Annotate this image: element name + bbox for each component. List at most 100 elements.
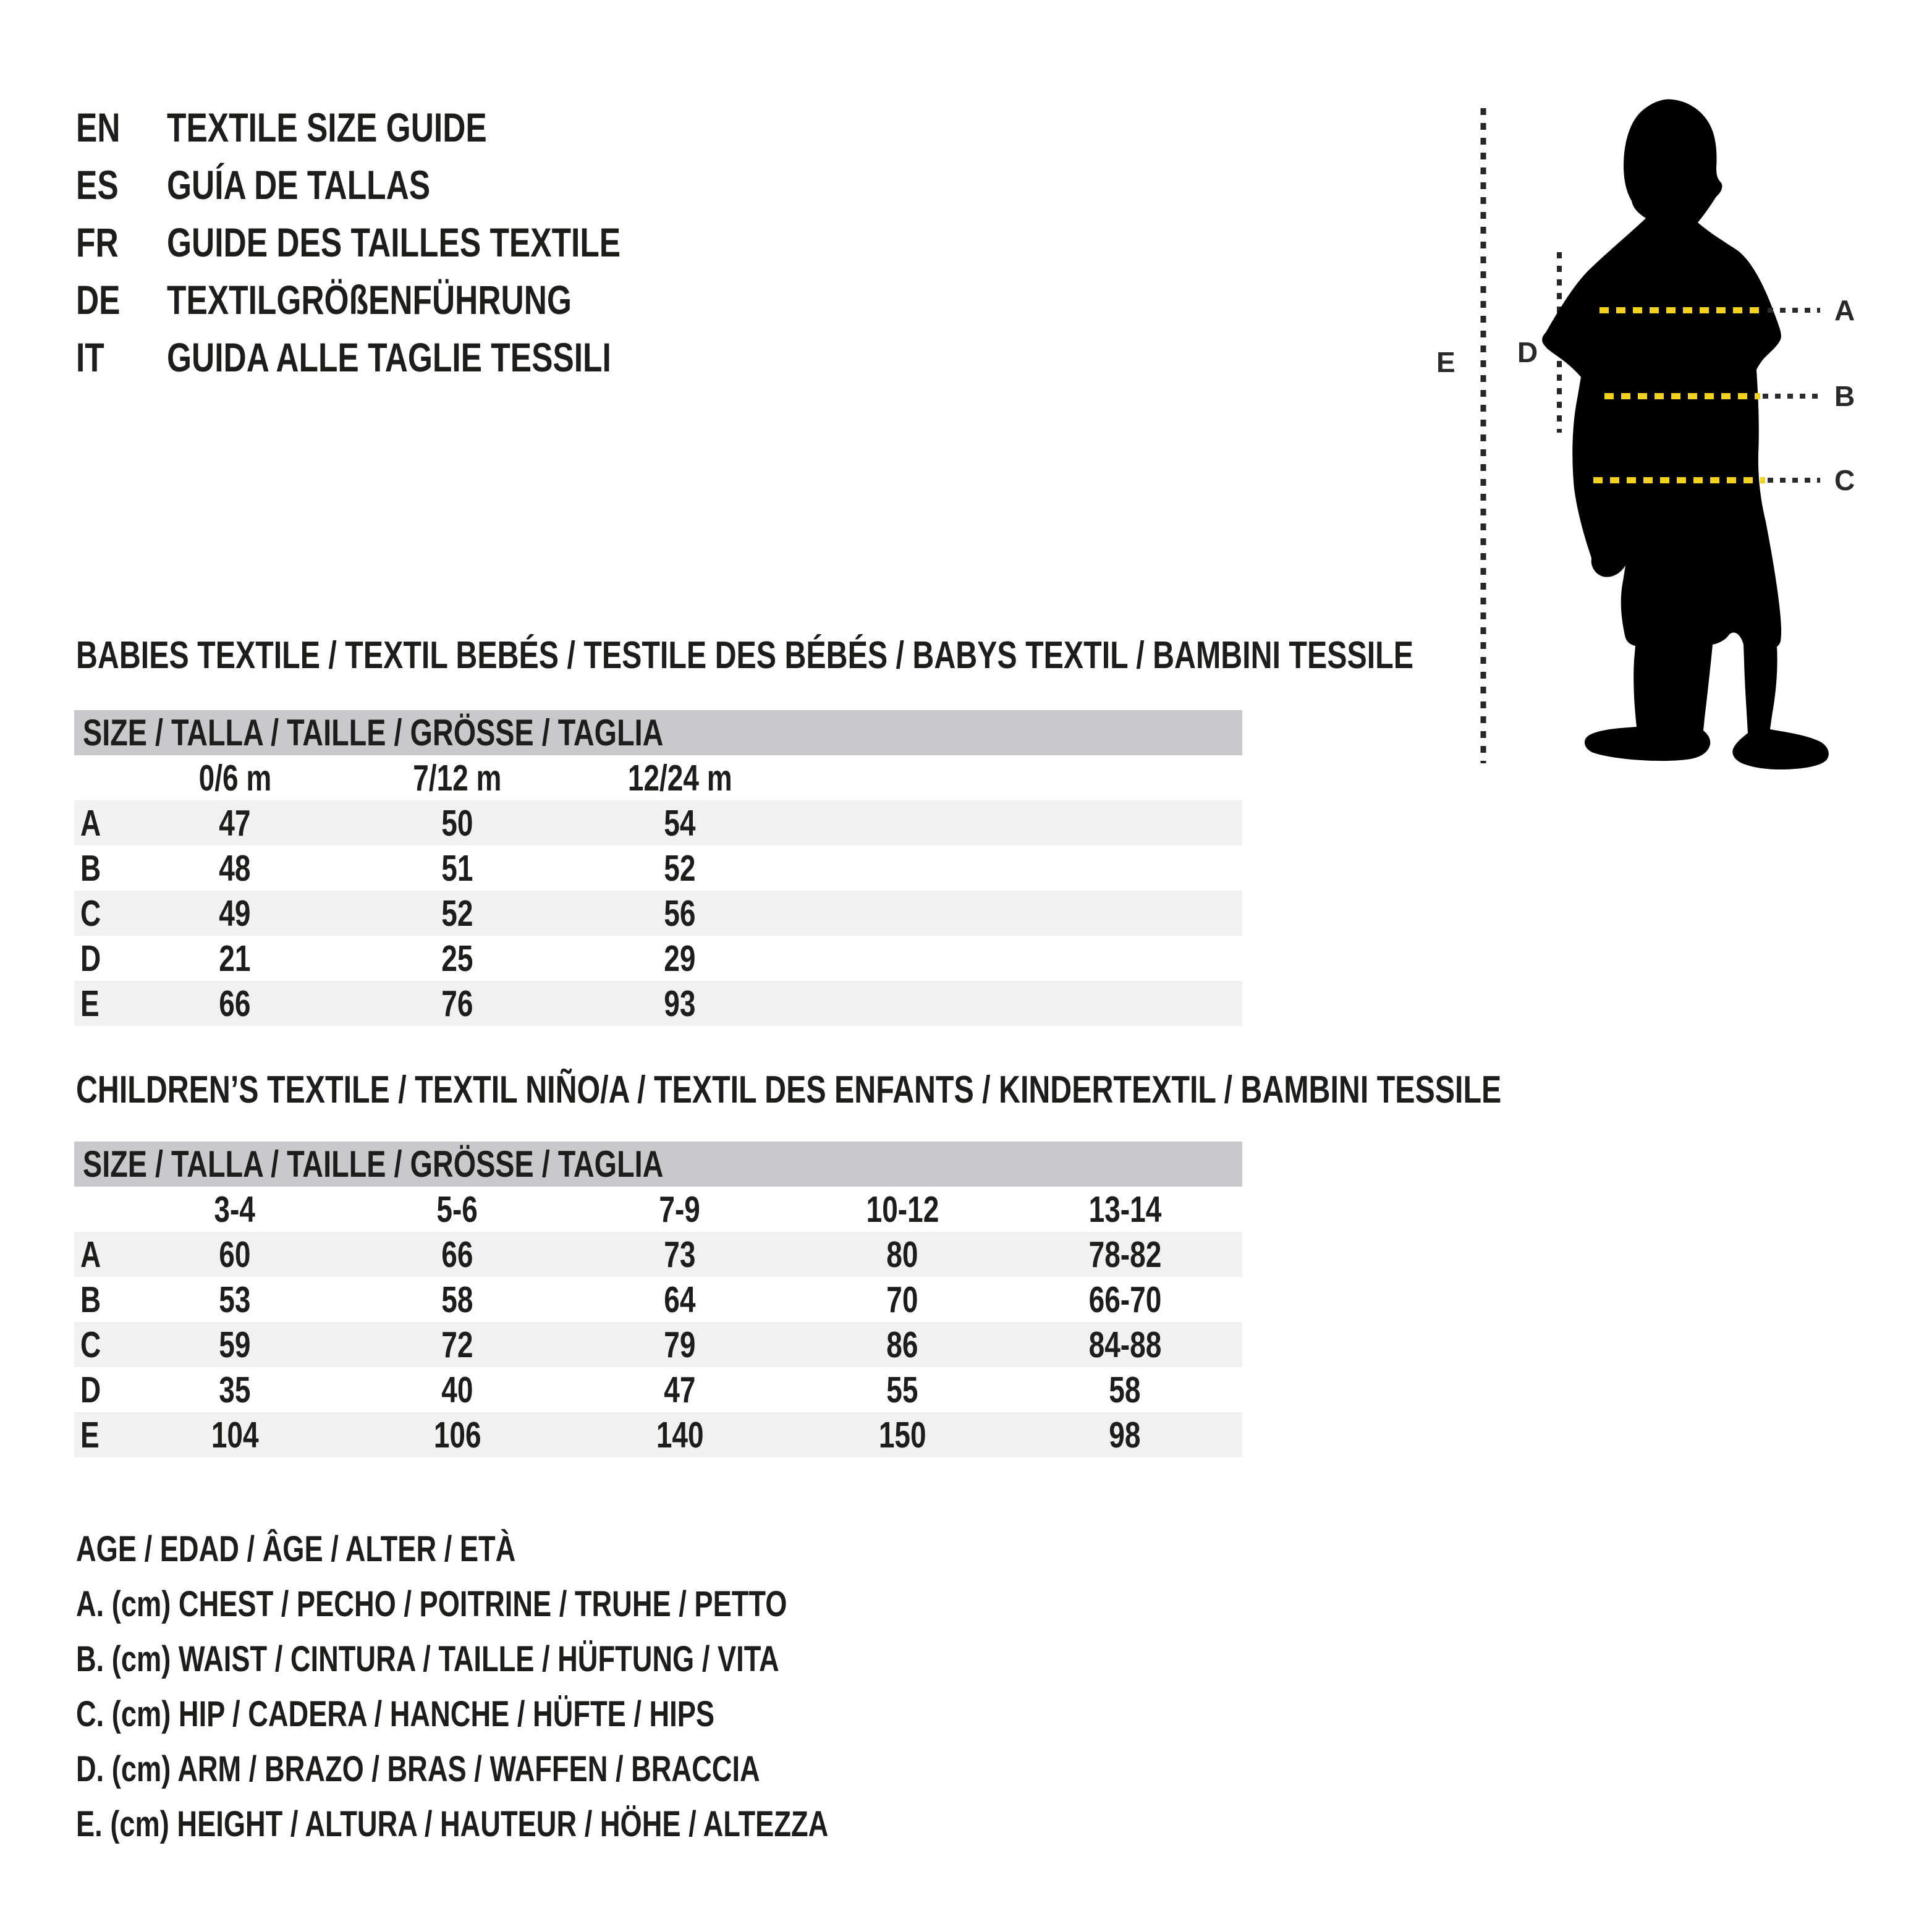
value-cell: 150: [878, 1414, 926, 1455]
lang-row-es: ES GUÍA DE TALLAS: [76, 156, 748, 214]
value-cell: 86: [886, 1324, 918, 1365]
diagram-label-d: D: [1517, 336, 1538, 368]
lang-code-es: ES: [76, 162, 119, 208]
children-size-bar: SIZE / TALLA / TAILLE / GRÖSSE / TAGLIA: [74, 1142, 1242, 1187]
row-letter: E: [80, 983, 100, 1024]
value-cell: 58: [1109, 1369, 1141, 1410]
table-row-children-a: A 60 66 73 80 78-82: [74, 1232, 1242, 1277]
value-cell: 80: [886, 1234, 918, 1275]
value-cell: 64: [664, 1279, 696, 1320]
table-row-babies-b: B 48 51 52: [74, 845, 1242, 891]
legend-chest: A. (cm) CHEST / PECHO / POITRINE / TRUHE…: [76, 1584, 787, 1624]
lang-row-de: DE TEXTILGRÖßENFÜHRUNG: [76, 271, 748, 329]
row-letter: B: [80, 1279, 101, 1320]
value-cell: 79: [664, 1324, 696, 1365]
value-cell: 29: [664, 938, 696, 979]
row-letter: C: [80, 1324, 101, 1365]
children-size-bar-text: SIZE / TALLA / TAILLE / GRÖSSE / TAGLIA: [83, 1143, 664, 1185]
diagram-label-c: C: [1834, 464, 1855, 496]
children-col-header: 5-6: [346, 1188, 569, 1231]
value-cell: 40: [441, 1369, 473, 1410]
children-col-header: 10-12: [791, 1188, 1014, 1231]
value-cell: 106: [433, 1414, 481, 1455]
lang-code-it: IT: [76, 334, 104, 380]
value-cell: 56: [664, 892, 696, 934]
row-letter: C: [80, 892, 101, 934]
value-cell: 58: [441, 1279, 473, 1320]
babies-col-7-12m: 7/12 m: [413, 757, 502, 799]
measurement-legend: AGE / EDAD / ÂGE / ALTER / ETÀ A. (cm) C…: [76, 1522, 1041, 1852]
lang-row-en: EN TEXTILE SIZE GUIDE: [76, 99, 748, 156]
babies-col-12-24m: 12/24 m: [627, 757, 732, 799]
value-cell: 52: [664, 847, 696, 889]
table-row-babies-c: C 49 52 56: [74, 891, 1242, 936]
child-silhouette: [1542, 99, 1829, 769]
legend-height: E. (cm) HEIGHT / ALTURA / HAUTEUR / HÖHE…: [76, 1804, 829, 1844]
value-cell: 50: [441, 802, 473, 844]
measurement-diagram: A B C D E: [1436, 99, 1855, 769]
value-cell: 47: [664, 1369, 696, 1410]
children-col-3-4: 3-4: [214, 1188, 256, 1230]
row-letter: E: [80, 1414, 100, 1455]
diagram-label-e: E: [1436, 346, 1455, 378]
lang-row-fr: FR GUIDE DES TAILLES TEXTILE: [76, 214, 748, 271]
value-cell: 47: [219, 802, 251, 844]
value-cell: 25: [441, 938, 473, 979]
value-cell: 84-88: [1088, 1324, 1161, 1365]
lang-code-en: EN: [76, 104, 121, 150]
table-row-children-b: B 53 58 64 70 66-70: [74, 1277, 1242, 1322]
table-row-babies-d: D 21 25 29: [74, 936, 1242, 981]
value-cell: 55: [886, 1369, 918, 1410]
babies-heading-text: BABIES TEXTILE / TEXTIL BEBÉS / TESTILE …: [76, 634, 1413, 677]
value-cell: 70: [886, 1279, 918, 1320]
children-heading-text: CHILDREN’S TEXTILE / TEXTIL NIÑO/A / TEX…: [76, 1069, 1502, 1111]
title-es: GUÍA DE TALLAS: [167, 162, 431, 208]
babies-size-bar: SIZE / TALLA / TAILLE / GRÖSSE / TAGLIA: [74, 710, 1242, 755]
value-cell: 72: [441, 1324, 473, 1365]
children-col-10-12: 10-12: [866, 1188, 939, 1230]
value-cell: 98: [1109, 1414, 1141, 1455]
value-cell: 76: [441, 983, 473, 1024]
table-row-children-d: D 35 40 47 55 58: [74, 1367, 1242, 1412]
babies-section-heading: BABIES TEXTILE / TEXTIL BEBÉS / TESTILE …: [76, 637, 1790, 675]
children-col-header: 7-9: [569, 1188, 791, 1231]
children-col-header: 3-4: [124, 1188, 346, 1231]
value-cell: 60: [219, 1234, 251, 1275]
children-col-5-6: 5-6: [436, 1188, 478, 1230]
value-cell: 48: [219, 847, 251, 889]
lang-code-fr: FR: [76, 219, 119, 265]
children-column-header-row: 3-4 5-6 7-9 10-12 13-14: [74, 1187, 1242, 1232]
value-cell: 66: [219, 983, 251, 1024]
row-letter: D: [80, 1369, 101, 1410]
diagram-label-b: B: [1834, 380, 1855, 412]
value-cell: 104: [211, 1414, 259, 1455]
children-col-7-9: 7-9: [659, 1188, 701, 1230]
legend-age: AGE / EDAD / ÂGE / ALTER / ETÀ: [76, 1529, 516, 1569]
value-cell: 73: [664, 1234, 696, 1275]
babies-size-bar-text: SIZE / TALLA / TAILLE / GRÖSSE / TAGLIA: [83, 712, 664, 753]
value-cell: 35: [219, 1369, 251, 1410]
babies-col-header: 0/6 m: [124, 757, 346, 799]
babies-col-header: 7/12 m: [346, 757, 569, 799]
title-en: TEXTILE SIZE GUIDE: [167, 104, 487, 150]
table-row-children-c: C 59 72 79 86 84-88: [74, 1322, 1242, 1367]
children-col-13-14: 13-14: [1088, 1188, 1161, 1230]
value-cell: 93: [664, 983, 696, 1024]
value-cell: 59: [219, 1324, 251, 1365]
babies-col-0-6m: 0/6 m: [198, 757, 271, 799]
table-row-babies-a: A 47 50 54: [74, 800, 1242, 845]
language-title-block: EN TEXTILE SIZE GUIDE ES GUÍA DE TALLAS …: [76, 99, 748, 386]
value-cell: 140: [656, 1414, 704, 1455]
diagram-label-a: A: [1834, 294, 1855, 326]
value-cell: 54: [664, 802, 696, 844]
legend-hip: C. (cm) HIP / CADERA / HANCHE / HÜFTE / …: [76, 1694, 715, 1734]
value-cell: 66-70: [1088, 1279, 1161, 1320]
value-cell: 78-82: [1088, 1234, 1161, 1275]
row-letter: A: [80, 1234, 101, 1275]
babies-col-header: 12/24 m: [569, 757, 791, 799]
table-row-children-e: E 104 106 140 150 98: [74, 1412, 1242, 1457]
row-letter: D: [80, 938, 101, 979]
lang-row-it: IT GUIDA ALLE TAGLIE TESSILI: [76, 329, 748, 386]
value-cell: 52: [441, 892, 473, 934]
